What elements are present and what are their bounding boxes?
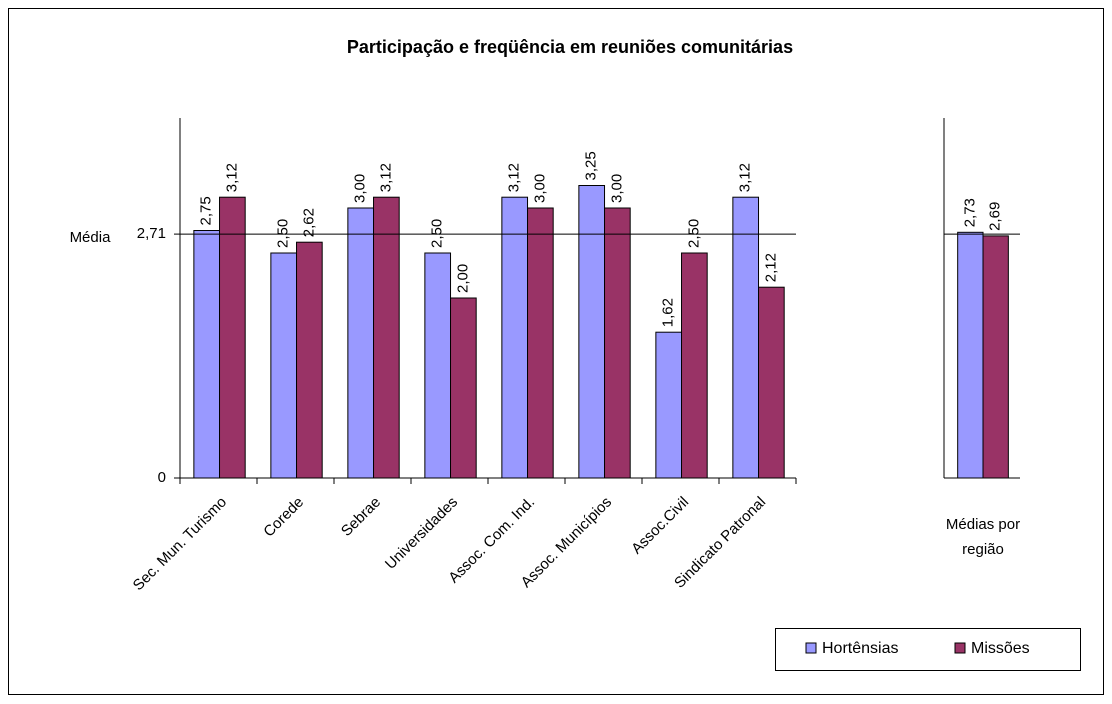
bar bbox=[681, 252, 708, 479]
legend-label: Missões bbox=[971, 640, 1030, 657]
data-label: 1,62 bbox=[660, 298, 677, 327]
chart-title: Participação e freqüência em reuniões co… bbox=[347, 37, 793, 57]
data-label: 2,00 bbox=[454, 264, 471, 293]
legend-box bbox=[775, 628, 1081, 671]
data-label: 2,62 bbox=[300, 208, 317, 237]
bar bbox=[270, 252, 298, 479]
bar bbox=[296, 241, 323, 479]
legend-swatch bbox=[805, 642, 817, 654]
x-tick-label: Médias por região bbox=[945, 516, 1021, 558]
bar bbox=[957, 231, 984, 479]
y-tick-label: 2,71 bbox=[137, 225, 166, 242]
data-label: 2,50 bbox=[429, 219, 446, 248]
data-label: 2,50 bbox=[685, 219, 702, 248]
data-label: 3,12 bbox=[737, 163, 754, 192]
bar bbox=[193, 230, 221, 479]
data-label: 2,75 bbox=[198, 196, 215, 225]
data-label: 3,00 bbox=[352, 174, 369, 203]
data-label: 2,50 bbox=[275, 219, 292, 248]
bar bbox=[758, 286, 785, 479]
y-tick-label: 0 bbox=[158, 469, 166, 486]
data-label: 2,73 bbox=[961, 198, 978, 227]
data-label: 3,00 bbox=[531, 174, 548, 203]
legend-swatch bbox=[954, 642, 966, 654]
bar bbox=[373, 196, 400, 479]
data-label: 3,25 bbox=[583, 151, 600, 180]
data-label: 3,00 bbox=[608, 174, 625, 203]
legend-label: Hortênsias bbox=[822, 640, 898, 657]
bar bbox=[424, 252, 452, 479]
data-label: 3,12 bbox=[377, 163, 394, 192]
bar bbox=[347, 207, 375, 479]
data-label: 2,12 bbox=[762, 253, 779, 282]
bar bbox=[219, 196, 246, 479]
chart-border bbox=[8, 8, 1104, 695]
bar bbox=[604, 207, 631, 479]
bar bbox=[450, 297, 477, 479]
bar bbox=[578, 185, 606, 479]
bar bbox=[527, 207, 554, 479]
bar bbox=[732, 196, 760, 479]
bar bbox=[982, 235, 1009, 479]
data-label: 3,12 bbox=[506, 163, 523, 192]
data-label: 3,12 bbox=[223, 163, 240, 192]
data-label: 2,69 bbox=[987, 202, 1004, 231]
reference-label: Média bbox=[70, 229, 112, 246]
bar bbox=[501, 196, 529, 479]
bar bbox=[655, 331, 683, 479]
